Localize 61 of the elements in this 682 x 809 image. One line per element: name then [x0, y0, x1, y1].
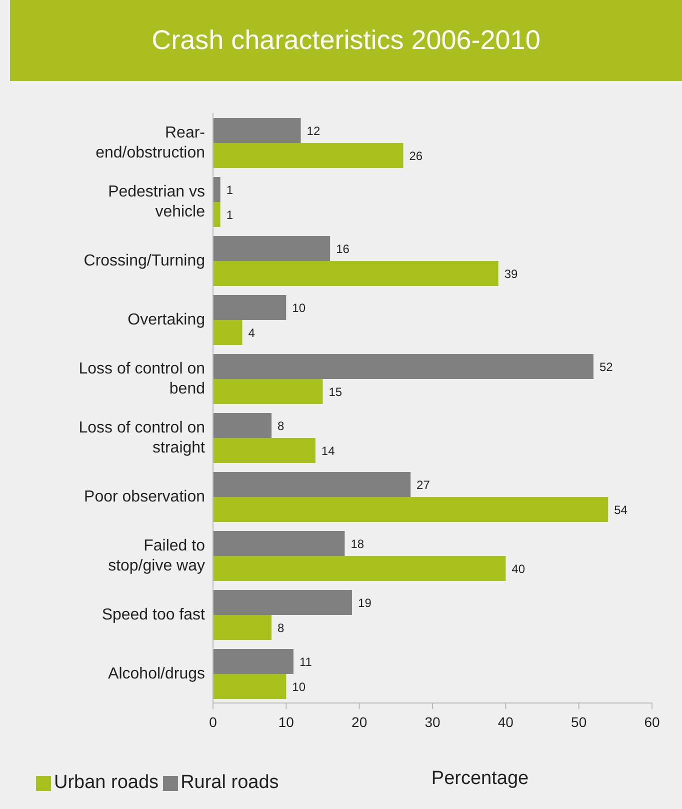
data-label: 8 — [278, 418, 285, 433]
bar — [213, 497, 608, 522]
x-tick-label: 10 — [278, 714, 294, 730]
data-label: 18 — [350, 536, 364, 551]
data-label: 39 — [504, 266, 518, 281]
bar — [213, 118, 301, 143]
data-label: 14 — [321, 444, 336, 458]
bar — [213, 177, 220, 202]
data-label: 26 — [409, 148, 423, 163]
x-tick-label: 30 — [424, 714, 440, 730]
bar — [213, 143, 404, 168]
y-tick-label: Alcohol/drugs — [108, 666, 205, 682]
bar — [213, 379, 323, 404]
data-label: 1 — [226, 182, 234, 197]
chart-title: Crash characteristics 2006-2010 — [10, 0, 682, 81]
bar — [213, 295, 286, 320]
bar — [213, 531, 345, 556]
bar — [213, 354, 594, 379]
bar — [213, 438, 316, 463]
x-tick-label: 50 — [571, 714, 587, 730]
bar — [213, 590, 352, 615]
x-tick-label: 0 — [209, 714, 218, 730]
y-tick-label: Poor observation — [84, 488, 205, 506]
data-label: 11 — [299, 654, 312, 669]
data-label: 52 — [599, 360, 614, 374]
y-tick-label: Speed too fast — [102, 606, 206, 624]
y-tick-label: Pedestrian vs vehicle — [108, 184, 206, 220]
legend-label: Urban roads — [54, 772, 159, 794]
y-tick-label: Failed to stop/give way — [108, 538, 206, 574]
bar — [213, 202, 220, 227]
x-axis-title: Percentage — [430, 768, 530, 790]
data-label: 40 — [512, 562, 526, 576]
bar — [213, 649, 294, 674]
bar — [213, 674, 286, 699]
x-tick-label: 60 — [644, 714, 660, 730]
legend-label: Rural roads — [180, 772, 279, 794]
data-label: 10 — [292, 680, 306, 694]
bar — [213, 413, 272, 438]
data-label: 16 — [336, 242, 350, 256]
bar — [213, 472, 411, 497]
y-tick-label: Loss of control on straight — [78, 420, 206, 456]
data-label: 1 — [226, 208, 234, 222]
bar — [213, 320, 242, 345]
data-label: 8 — [278, 620, 285, 635]
data-label: 19 — [358, 596, 372, 610]
y-tick-label: Loss of control on bend — [78, 360, 205, 398]
bar — [213, 261, 498, 286]
x-tick-label: 40 — [498, 714, 514, 730]
data-label: 27 — [416, 478, 430, 492]
bar — [213, 556, 506, 581]
data-label: 4 — [248, 326, 256, 340]
y-tick-label: Crossing/Turning — [84, 252, 205, 270]
y-tick-label: Rear-end/obstruction — [96, 124, 205, 162]
data-label: 12 — [306, 124, 320, 138]
bar — [213, 615, 272, 640]
bar — [213, 236, 330, 261]
data-label: 10 — [292, 300, 306, 315]
x-tick-label: 20 — [352, 714, 368, 730]
data-label: 54 — [614, 502, 628, 517]
data-label: 15 — [328, 384, 342, 399]
y-tick-label: Overtaking — [128, 312, 205, 328]
